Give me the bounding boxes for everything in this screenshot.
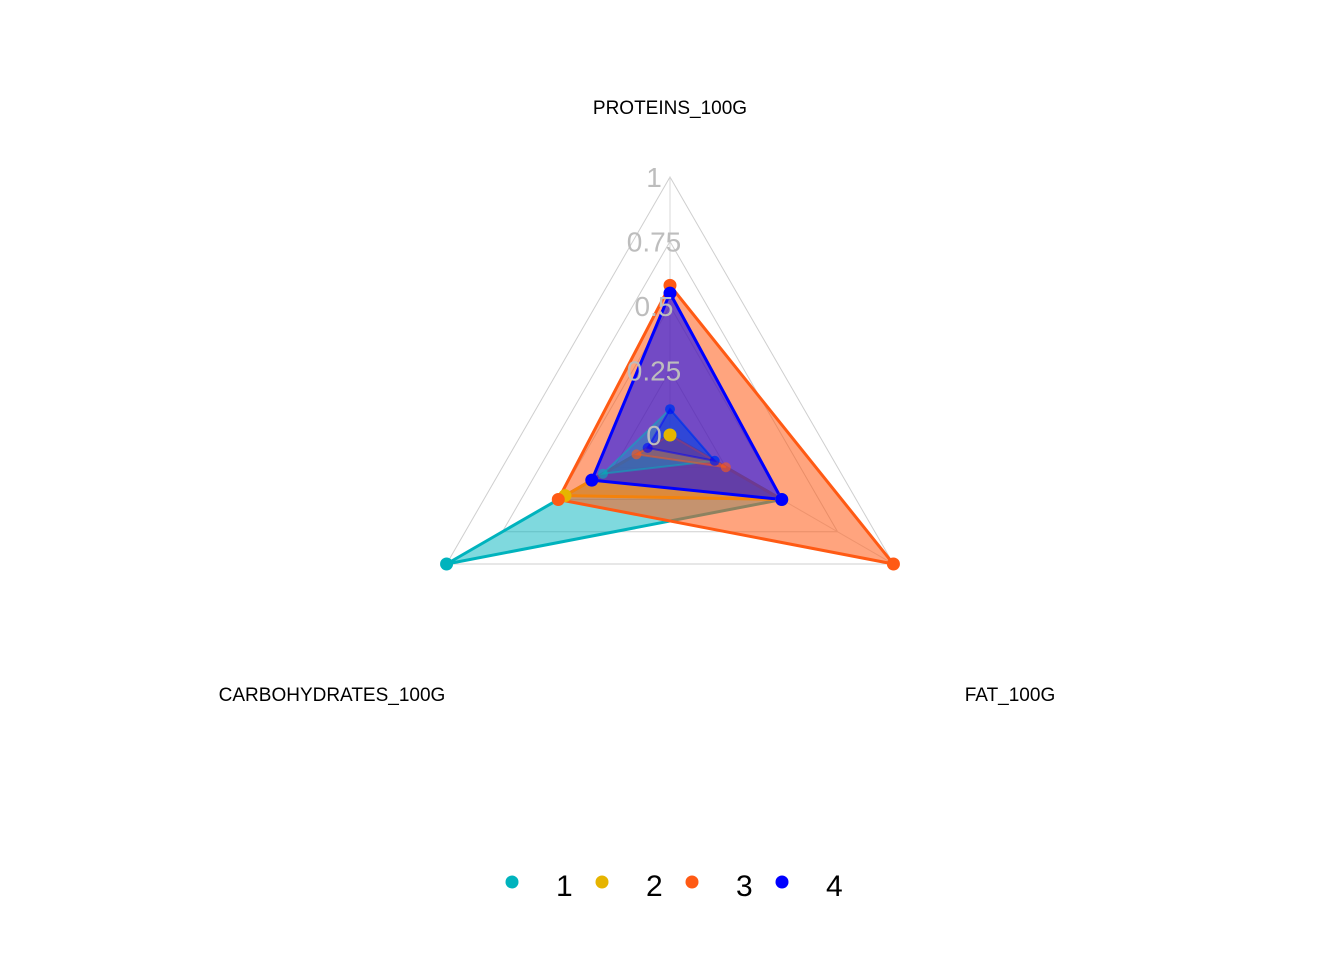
- axis-label-proteins: PROTEINS_100G: [593, 98, 747, 119]
- legend-item-4: 4: [775, 870, 843, 903]
- series-4-polygon: [590, 291, 784, 501]
- series-4-point-1: [775, 493, 789, 506]
- series-2-point-0: [663, 428, 677, 442]
- series-3-inner-point-2: [631, 449, 642, 460]
- legend-label-3: 3: [736, 870, 753, 903]
- series-3-point-1: [886, 557, 900, 571]
- legend: 1 2 3 4: [505, 870, 843, 903]
- grid-ring-2: [501, 240, 839, 533]
- axis-label-carbohydrates: CARBOHYDRATES_100G: [219, 685, 446, 706]
- legend-item-3: 3: [685, 870, 753, 903]
- series-4-inner-point-1: [709, 455, 720, 466]
- legend-swatch-2: [595, 875, 609, 889]
- legend-item-1: 1: [505, 870, 573, 903]
- series-4-inner-point-2: [642, 442, 653, 453]
- legend-swatch-4: [775, 875, 789, 889]
- series-4-inner-point-0: [665, 404, 675, 415]
- tick-label-0: 0: [646, 420, 662, 451]
- legend-label-4: 4: [826, 870, 843, 903]
- legend-swatch-1: [505, 875, 519, 889]
- tick-label-1: 0.25: [627, 356, 682, 387]
- grid-ring-3: [445, 176, 895, 565]
- series-1-point-2: [440, 557, 454, 571]
- tick-label-3: 0.75: [627, 227, 682, 258]
- legend-label-2: 2: [646, 870, 663, 903]
- series-3-point-2: [551, 493, 565, 506]
- radar-series: [440, 278, 900, 571]
- series-1-inner-point-2: [597, 468, 608, 479]
- series-4-point-0: [663, 286, 677, 300]
- axis-label-fat: FAT_100G: [965, 685, 1055, 706]
- tick-label-4: 1: [646, 162, 662, 193]
- series-3-inner-point-1: [720, 462, 731, 473]
- legend-swatch-3: [685, 875, 699, 889]
- tick-label-2: 0.5: [635, 291, 674, 322]
- legend-label-1: 1: [556, 870, 573, 903]
- series-4-point-2: [585, 473, 599, 487]
- legend-item-2: 2: [595, 870, 663, 903]
- radar-tick-labels: 0 0.25 0.5 0.75 1: [627, 162, 682, 451]
- series-4-inner-polygon: [646, 407, 718, 463]
